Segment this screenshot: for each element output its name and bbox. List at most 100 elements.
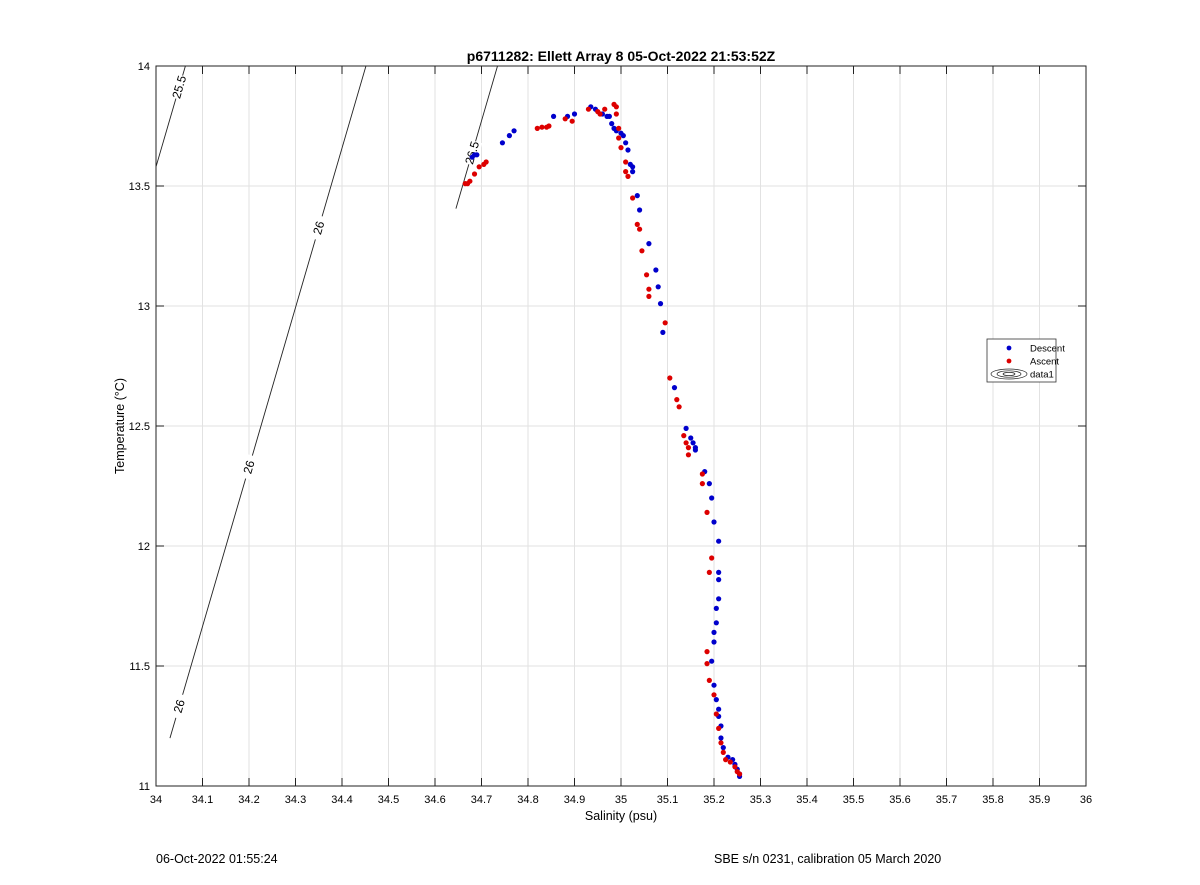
ascent-point	[616, 125, 622, 131]
descent-point	[634, 193, 640, 199]
contour-label-bg	[169, 73, 190, 101]
x-tick-label: 34.2	[238, 794, 259, 806]
legend-box	[986, 338, 1057, 383]
legend-label-ascent: Ascent	[1030, 357, 1059, 368]
density-contour-line	[862, 66, 864, 67]
descent-point	[625, 147, 631, 153]
descent-point	[671, 385, 678, 391]
ascent-point	[676, 404, 682, 410]
ascent-point	[613, 104, 619, 110]
footer-calibration: SBE s/n 0231, calibration 05 March 2020	[714, 852, 942, 866]
descent-point	[620, 133, 626, 139]
ascent-point	[713, 711, 719, 717]
y-tick-label: 12	[138, 541, 150, 553]
descent-point	[711, 639, 717, 645]
ascent-point	[602, 106, 608, 112]
descent-point	[716, 596, 722, 602]
ascent-point	[476, 164, 482, 170]
x-tick-label: 34.8	[517, 794, 538, 806]
ascent-point	[646, 286, 652, 292]
contour-label-bg	[462, 139, 483, 167]
contour-label: 26	[310, 219, 327, 236]
y-tick-label: 13	[138, 301, 150, 313]
contour-label: 26	[171, 698, 188, 715]
y-tick-label: 11	[139, 781, 150, 793]
x-tick-label: 35.8	[982, 794, 1003, 806]
y-axis-label: Temperature (°C)	[113, 378, 127, 474]
ascent-point	[618, 145, 624, 151]
descent-point	[713, 605, 719, 612]
density-contours: 25.5262626262626.526.526.526.526.5272727…	[156, 66, 864, 739]
ascent-point	[704, 509, 710, 515]
x-tick-label: 34	[150, 794, 162, 806]
ascent-point	[704, 661, 710, 667]
descent-point	[474, 152, 480, 158]
descent-point	[692, 447, 699, 453]
x-tick-label: 34.3	[285, 794, 306, 806]
descent-point	[716, 538, 722, 544]
ascent-point	[709, 555, 715, 561]
ascent-point	[597, 111, 603, 117]
descent-point	[716, 706, 722, 712]
descent-point	[713, 697, 719, 703]
series-descent	[469, 104, 743, 780]
y-tick-label: 11.5	[129, 661, 150, 673]
descent-point	[571, 111, 578, 117]
ascent-point	[643, 272, 650, 278]
descent-point	[550, 113, 557, 119]
descent-point	[606, 113, 612, 119]
ascent-point	[727, 759, 733, 765]
x-tick-label: 35.6	[889, 794, 910, 806]
contour-label-bg	[308, 214, 329, 242]
axis-ticks: 34 34.1 34.2 34.3 34.4 34.5 34.6 34.7 34.8 34.9 35…	[129, 61, 1093, 806]
x-tick-label: 35.7	[936, 794, 957, 806]
ascent-point	[483, 159, 489, 165]
x-tick-label: 35.9	[1029, 794, 1050, 806]
descent-point	[716, 569, 722, 576]
contour-label: 25.5	[169, 74, 189, 101]
ascent-point	[685, 452, 692, 458]
ascent-point	[706, 569, 712, 576]
x-tick-label: 35.2	[703, 794, 724, 806]
ascent-point	[716, 725, 722, 732]
x-tick-label: 35	[615, 794, 627, 806]
ascent-point	[569, 118, 575, 124]
descent-point	[683, 425, 689, 431]
ascent-point	[634, 221, 640, 227]
ascent-point	[613, 111, 619, 117]
descent-point	[630, 164, 636, 170]
ascent-point	[699, 471, 705, 477]
ascent-point	[662, 320, 668, 326]
legend-contour-icon	[990, 368, 1028, 380]
footer-timestamp: 06-Oct-2022 01:55:24	[156, 852, 278, 866]
ascent-point	[471, 171, 478, 177]
ascent-point	[736, 771, 743, 777]
ascent-point	[720, 749, 726, 756]
ascent-point	[732, 764, 738, 770]
legend-marker-ascent	[1006, 358, 1012, 364]
ascent-point	[681, 433, 687, 439]
x-axis-label: Salinity (psu)	[585, 809, 657, 823]
ascent-point	[685, 445, 692, 451]
grid-lines	[155, 65, 1087, 787]
density-contour-line	[455, 66, 498, 209]
descent-point	[711, 682, 717, 688]
ascent-point	[585, 106, 592, 112]
chart-title: p6711282: Ellett Array 8 05-Oct-2022 21:…	[467, 48, 776, 64]
descent-point	[623, 140, 629, 146]
x-tick-label: 35.3	[750, 794, 771, 806]
descent-point	[646, 241, 652, 247]
descent-point	[511, 128, 517, 134]
x-tick-label: 34.4	[331, 794, 352, 806]
ascent-point	[467, 178, 473, 184]
y-tick-label: 13.5	[129, 181, 150, 193]
x-tick-label: 34.6	[424, 794, 445, 806]
descent-point	[506, 133, 512, 139]
ascent-point	[637, 226, 643, 232]
ascent-point	[623, 169, 629, 175]
x-tick-label: 34.5	[378, 794, 399, 806]
descent-point	[637, 207, 643, 213]
ascent-point	[639, 248, 645, 254]
descent-point	[630, 169, 636, 175]
